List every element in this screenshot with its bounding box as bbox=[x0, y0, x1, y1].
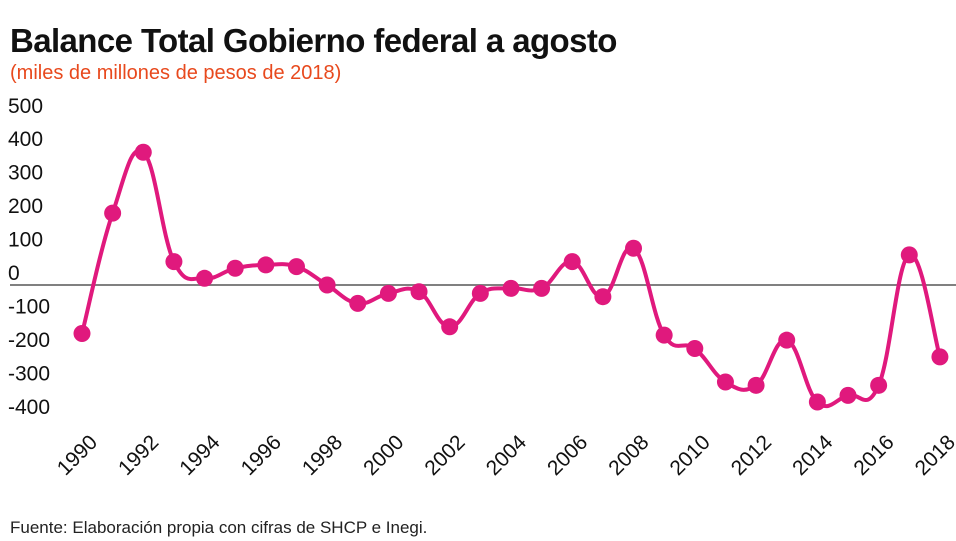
data-point bbox=[808, 393, 826, 411]
x-tick-label: 1994 bbox=[175, 431, 225, 481]
data-point bbox=[134, 143, 152, 161]
x-tick-label: 2008 bbox=[604, 431, 653, 480]
data-point bbox=[441, 318, 459, 336]
data-point bbox=[379, 284, 397, 302]
data-point bbox=[563, 253, 581, 271]
y-tick-label: 100 bbox=[8, 229, 43, 252]
x-tick-label: 2014 bbox=[788, 431, 838, 481]
y-tick-label: 300 bbox=[8, 162, 43, 185]
chart-subtitle: (miles de millones de pesos de 2018) bbox=[10, 62, 342, 84]
series-group bbox=[73, 143, 949, 411]
y-tick-label: 0 bbox=[8, 262, 20, 285]
data-point bbox=[778, 331, 796, 349]
x-tick-label: 1992 bbox=[114, 431, 163, 480]
x-tick-label: 2002 bbox=[420, 431, 469, 480]
x-axis-ticks: 1990 1992 1994 1996 1998 2000 2002 2004 2006 2008… bbox=[53, 431, 956, 481]
data-point bbox=[747, 376, 765, 394]
data-point bbox=[410, 283, 428, 301]
data-point bbox=[73, 324, 91, 342]
data-point bbox=[655, 326, 673, 344]
x-tick-label: 2018 bbox=[911, 431, 956, 480]
data-point bbox=[104, 204, 122, 222]
y-tick-label: -300 bbox=[8, 362, 50, 385]
y-tick-label: -100 bbox=[8, 295, 50, 318]
data-point bbox=[533, 279, 551, 297]
x-tick-label: 2012 bbox=[727, 431, 776, 480]
data-point bbox=[318, 276, 336, 294]
chart-title: Balance Total Gobierno federal a agosto bbox=[10, 22, 617, 59]
data-point bbox=[471, 284, 489, 302]
data-point bbox=[502, 279, 520, 297]
source-note: Fuente: Elaboración propia con cifras de… bbox=[10, 518, 428, 537]
data-point bbox=[931, 348, 949, 366]
y-tick-label: 400 bbox=[8, 128, 43, 151]
x-tick-label: 2016 bbox=[849, 431, 898, 480]
x-tick-label: 2000 bbox=[359, 431, 408, 480]
x-tick-label: 2004 bbox=[482, 431, 532, 481]
data-point bbox=[716, 373, 734, 391]
y-tick-label: 500 bbox=[8, 95, 43, 118]
data-point bbox=[257, 256, 275, 274]
y-tick-label: -200 bbox=[8, 329, 50, 352]
x-tick-label: 2010 bbox=[666, 431, 715, 480]
y-tick-label: 200 bbox=[8, 195, 43, 218]
data-point bbox=[625, 239, 643, 257]
data-point bbox=[839, 386, 857, 404]
y-tick-label: -400 bbox=[8, 396, 50, 419]
x-tick-label: 1998 bbox=[298, 431, 347, 480]
data-point bbox=[165, 253, 183, 271]
data-point bbox=[870, 376, 888, 394]
data-point bbox=[349, 294, 367, 312]
x-tick-label: 1990 bbox=[53, 431, 102, 480]
data-point bbox=[287, 258, 305, 276]
data-point bbox=[594, 288, 612, 306]
y-axis-ticks: 500 400 300 200 100 0 -100 -200 -300 -400 bbox=[8, 95, 50, 419]
data-point bbox=[226, 259, 244, 277]
data-point bbox=[196, 269, 214, 287]
data-point bbox=[900, 246, 918, 264]
x-tick-label: 1996 bbox=[237, 431, 286, 480]
x-tick-label: 2006 bbox=[543, 431, 592, 480]
data-point bbox=[686, 340, 704, 358]
